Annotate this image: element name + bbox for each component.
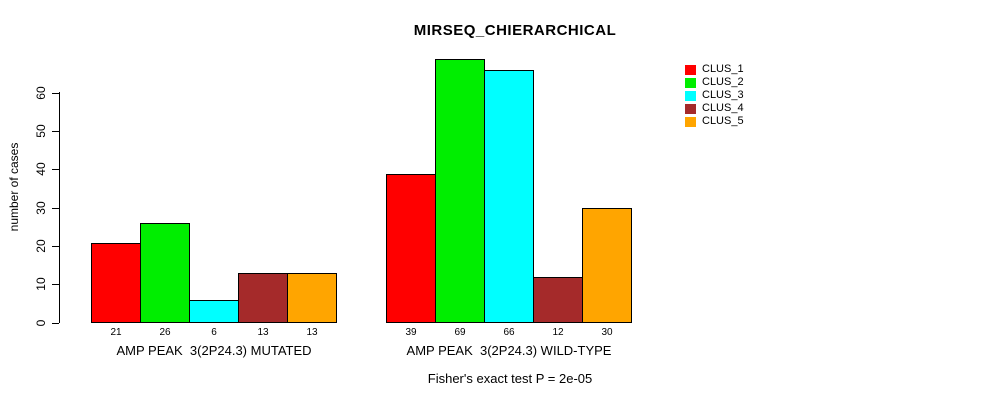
y-tick-mark [52, 93, 59, 94]
bar-clus_1-group1 [91, 242, 141, 323]
annotation-text: Fisher's exact test P = 2e-05 [427, 371, 593, 386]
bar-clus_3-group2 [484, 70, 534, 323]
y-tick-label: 60 [34, 86, 48, 100]
y-tick-mark [52, 284, 59, 285]
y-tick-label: 20 [34, 239, 48, 253]
bar-clus_1-group2 [386, 173, 436, 323]
y-tick-label: 10 [34, 277, 48, 291]
bar-value-label: 69 [454, 327, 466, 338]
bar-clus_4-group1 [238, 273, 288, 323]
group-label: AMP PEAK 3(2P24.3) MUTATED [116, 343, 312, 358]
bar-value-label: 13 [257, 327, 269, 338]
legend-label: CLUS_3 [702, 89, 744, 101]
bar-clus_2-group2 [435, 58, 485, 323]
y-axis-label: number of cases [7, 142, 21, 232]
legend-swatch-icon [685, 103, 696, 114]
y-tick-label: 50 [34, 124, 48, 138]
bar-value-label: 66 [503, 327, 515, 338]
legend-label: CLUS_2 [702, 76, 744, 88]
y-tick-mark [52, 169, 59, 170]
bar-clus_5-group1 [287, 273, 337, 323]
y-axis-line [59, 92, 60, 323]
bar-value-label: 26 [159, 327, 171, 338]
y-tick-label: 40 [34, 162, 48, 176]
y-tick-mark [52, 246, 59, 247]
legend-swatch-icon [685, 64, 696, 75]
bar-value-label: 13 [306, 327, 318, 338]
legend-swatch-icon [685, 77, 696, 88]
legend-item: CLUS_4 [685, 102, 744, 115]
legend-item: CLUS_5 [685, 115, 744, 128]
legend-swatch-icon [685, 116, 696, 127]
legend: CLUS_1 CLUS_2 CLUS_3 CLUS_4 CLUS_5 [685, 63, 744, 128]
bar-value-label: 21 [110, 327, 122, 338]
bar-clus_3-group1 [189, 300, 239, 323]
bar-value-label: 30 [601, 327, 613, 338]
bar-value-label: 39 [405, 327, 417, 338]
y-tick-label: 0 [34, 319, 48, 327]
bar-clus_5-group2 [582, 208, 632, 323]
legend-item: CLUS_2 [685, 76, 744, 89]
legend-item: CLUS_1 [685, 63, 744, 76]
y-tick-mark [52, 131, 59, 132]
legend-label: CLUS_4 [702, 102, 744, 114]
chart-title: MIRSEQ_CHIERARCHICAL [413, 22, 617, 39]
bar-value-label: 12 [552, 327, 564, 338]
y-tick-mark [52, 323, 59, 324]
legend-label: CLUS_5 [702, 115, 744, 127]
legend-label: CLUS_1 [702, 63, 744, 75]
y-tick-label: 30 [34, 201, 48, 215]
bar-clus_2-group1 [140, 223, 190, 323]
bar-clus_4-group2 [533, 277, 583, 323]
bar-value-label: 6 [211, 327, 217, 338]
group-label: AMP PEAK 3(2P24.3) WILD-TYPE [406, 343, 612, 358]
y-tick-mark [52, 208, 59, 209]
legend-item: CLUS_3 [685, 89, 744, 102]
legend-swatch-icon [685, 90, 696, 101]
